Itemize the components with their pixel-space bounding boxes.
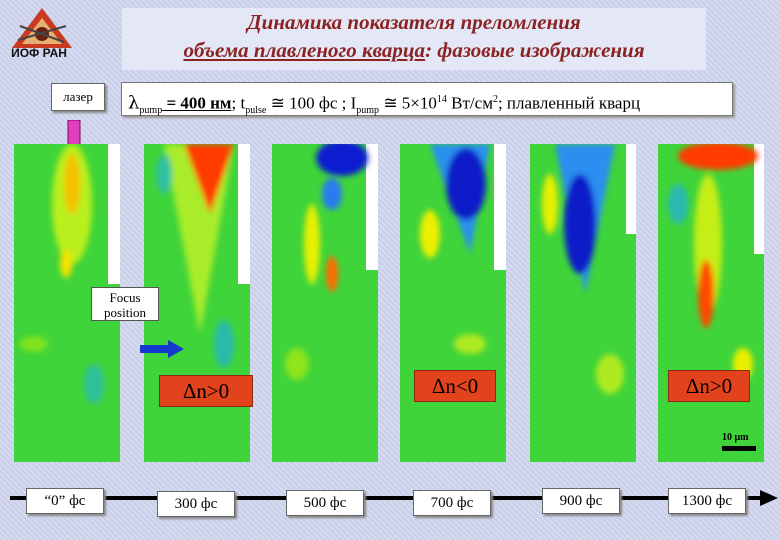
time-label-0: “0” фс (26, 488, 104, 514)
laser-label: лазер (51, 83, 105, 111)
title-line-1: Динамика показателя преломления (247, 10, 581, 34)
focus-position-label: Focus position (91, 287, 159, 321)
phase-image-300fs (144, 144, 250, 462)
title-line-2: объема плавленого кварца: фазовые изобра… (183, 38, 645, 62)
experiment-parameters: λpump = 400 нм; tpulse ≅ 100 фс ; Ipump … (121, 82, 733, 116)
institute-logo-icon (12, 8, 72, 48)
time-label-2: 500 фс (286, 490, 364, 516)
time-label-1: 300 фс (157, 491, 235, 517)
phase-image-900fs (530, 144, 636, 462)
delta-n-negative-label: Δn<0 (414, 370, 496, 402)
time-label-5: 1300 фс (668, 488, 746, 514)
scale-label: 10 μm (722, 432, 749, 443)
scale-bar (722, 446, 756, 451)
focus-arrow-icon (140, 340, 184, 358)
phase-image-1300fs (658, 144, 764, 462)
time-label-4: 900 фс (542, 488, 620, 514)
logo-text: ИОФ РАН (11, 46, 67, 60)
page-title: Динамика показателя преломления объема п… (122, 8, 706, 70)
timeline-arrow-icon (760, 490, 778, 506)
delta-n-positive-label: Δn>0 (159, 375, 253, 407)
phase-image-700fs (400, 144, 506, 462)
delta-n-positive-label-2: Δn>0 (668, 370, 750, 402)
timeline-axis (10, 496, 770, 500)
time-label-3: 700 фс (413, 490, 491, 516)
phase-image-500fs (272, 144, 378, 462)
